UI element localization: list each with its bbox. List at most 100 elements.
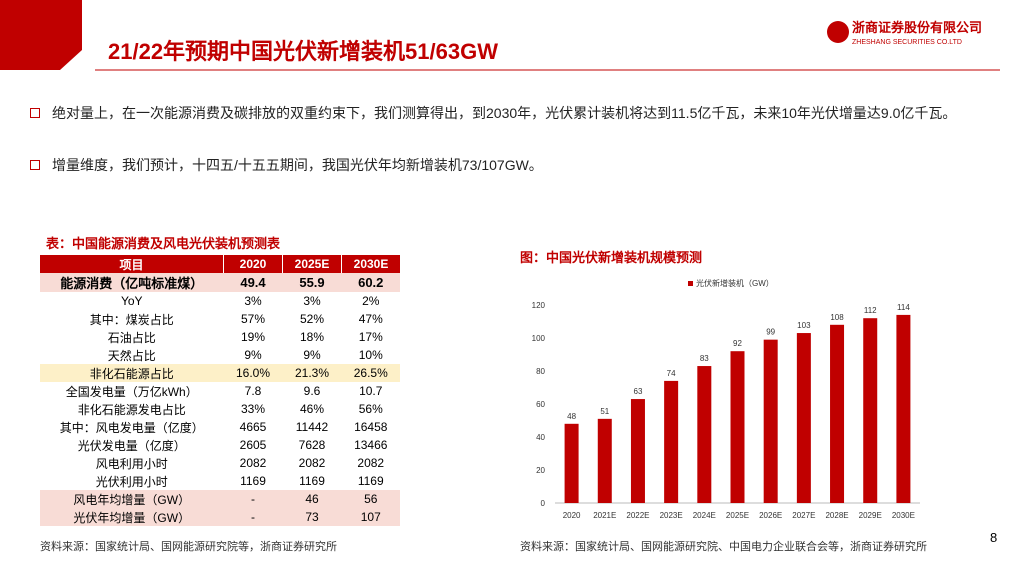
x-tick-label: 2027E bbox=[792, 511, 815, 520]
table-title: 表：中国能源消费及风电光伏装机预测表 bbox=[46, 236, 281, 251]
table-cell: 16458 bbox=[354, 420, 388, 434]
table-cell: 2082 bbox=[239, 456, 267, 470]
table-cell: 9% bbox=[244, 348, 262, 362]
logo-en: ZHESHANG SECURITIES CO.LTD bbox=[852, 39, 962, 46]
table-cell: 1169 bbox=[299, 474, 325, 488]
bar bbox=[730, 351, 745, 503]
table-cell: 19% bbox=[240, 330, 266, 344]
table-cell: 能源消费（亿吨标准煤） bbox=[60, 276, 204, 291]
bar bbox=[763, 339, 778, 503]
table-row: 全国发电量（万亿kWh） 7.8 9.6 10.7 bbox=[40, 382, 400, 400]
bar bbox=[630, 399, 645, 503]
table-cell: 107 bbox=[360, 510, 381, 524]
bar bbox=[830, 324, 845, 503]
table-cell: 73 bbox=[305, 510, 319, 524]
table-cell: 10.7 bbox=[359, 384, 383, 398]
bullet-text: 增量维度，我们预计，十四五/十五五期间，我国光伏年均新增装机73/107GW。 bbox=[52, 157, 543, 173]
table-row: 风电年均增量（GW） - 46 56 bbox=[40, 490, 400, 508]
table-cell: 风电年均增量（GW） bbox=[73, 492, 191, 507]
table-cell: 11442 bbox=[295, 420, 329, 434]
y-tick-label: 80 bbox=[536, 367, 545, 376]
x-tick-label: 2023E bbox=[660, 511, 683, 520]
table-cell: 天然占比 bbox=[107, 348, 156, 363]
table-cell: 3% bbox=[244, 294, 262, 308]
bullet: 绝对量上，在一次能源消费及碳排放的双重约束下，我们测算得出，到2030年，光伏累… bbox=[30, 103, 1010, 123]
legend-label: 光伏新增装机（GW） bbox=[696, 278, 774, 288]
table-cell: 56 bbox=[364, 492, 378, 506]
table-cell: 10% bbox=[358, 348, 383, 362]
y-tick-label: 120 bbox=[532, 301, 546, 310]
source: 资料来源：国家统计局、国网能源研究院、中国电力企业联合会等，浙商证券研究所 bbox=[520, 541, 927, 553]
table-cell: 2605 bbox=[239, 438, 267, 452]
table-cell: 18% bbox=[299, 330, 325, 344]
table-cell: 16.0% bbox=[235, 366, 271, 380]
table-cell: 石油占比 bbox=[107, 330, 156, 345]
bar bbox=[796, 333, 811, 503]
table-cell: 2082 bbox=[357, 456, 385, 470]
data-label: 114 bbox=[897, 303, 910, 312]
table-cell: - bbox=[251, 510, 255, 524]
bar bbox=[597, 418, 612, 503]
table-cell: 56% bbox=[358, 402, 383, 416]
data-label: 99 bbox=[766, 328, 775, 337]
data-label: 83 bbox=[700, 354, 709, 363]
header-cell: 2025E bbox=[282, 255, 342, 273]
table-row: 非化石能源发电占比 33% 46% 56% bbox=[40, 400, 400, 418]
y-tick-label: 60 bbox=[536, 400, 545, 409]
bar bbox=[664, 380, 679, 503]
table-cell: 9% bbox=[303, 348, 321, 362]
table-row: 石油占比 19% 18% 17% bbox=[40, 328, 400, 346]
x-tick-label: 2025E bbox=[726, 511, 749, 520]
bar bbox=[863, 318, 878, 503]
table-cell: YoY bbox=[120, 294, 143, 308]
header-cell: 项目 bbox=[119, 257, 144, 272]
table-cell: 26.5% bbox=[353, 366, 388, 380]
x-tick-label: 2024E bbox=[693, 511, 716, 520]
table-row: 光伏年均增量（GW） - 73 107 bbox=[40, 508, 400, 526]
table-cell: 其中：风电发电量（亿度） bbox=[59, 420, 204, 435]
header-decor: 浙商证券股份有限公司 ZHESHANG SECURITIES CO.LTD bbox=[0, 0, 1000, 71]
table-cell: 9.6 bbox=[303, 384, 321, 398]
data-label: 92 bbox=[733, 339, 742, 348]
table-cell: 46 bbox=[305, 492, 319, 506]
table-row: YoY 3% 3% 2% bbox=[40, 292, 400, 310]
table-cell: 33% bbox=[240, 402, 266, 416]
table-header: 项目 2020 2025E 2030E bbox=[40, 255, 400, 273]
table: 项目 2020 2025E 2030E 能源消费（亿吨标准煤） 49.4 55.9 60.2 Y… bbox=[40, 255, 400, 526]
table-cell: 非化石能源发电占比 bbox=[77, 402, 186, 417]
page-number: 8 bbox=[990, 530, 998, 545]
table-row: 天然占比 9% 9% 10% bbox=[40, 346, 400, 364]
data-label: 108 bbox=[830, 313, 844, 322]
table-cell: 52% bbox=[299, 312, 325, 326]
data-label: 74 bbox=[667, 369, 676, 378]
table-cell: - bbox=[251, 492, 255, 506]
data-label: 63 bbox=[634, 387, 643, 396]
bar bbox=[896, 314, 911, 503]
source: 资料来源：国家统计局、国网能源研究院等，浙商证券研究所 bbox=[40, 541, 337, 553]
bullet-text: 绝对量上，在一次能源消费及碳排放的双重约束下，我们测算得出，到2030年，光伏累… bbox=[52, 105, 957, 121]
table-cell: 2% bbox=[362, 294, 380, 308]
chart-title: 图：中国光伏新增装机规模预测 bbox=[520, 250, 703, 265]
x-tick-label: 2030E bbox=[892, 511, 915, 520]
slide-title: 21/22年预期中国光伏新增装机51/63GW bbox=[108, 39, 498, 64]
y-tick-label: 20 bbox=[536, 466, 545, 475]
table-cell: 47% bbox=[358, 312, 383, 326]
logo-cn: 浙商证券股份有限公司 bbox=[852, 20, 982, 35]
table-cell: 4665 bbox=[239, 420, 267, 434]
x-tick-label: 2028E bbox=[825, 511, 848, 520]
table-cell: 非化石能源占比 bbox=[89, 366, 174, 381]
table-row: 光伏发电量（亿度） 2605 7628 13466 bbox=[40, 436, 400, 454]
y-tick-label: 40 bbox=[536, 433, 545, 442]
legend-swatch bbox=[688, 281, 693, 286]
bar bbox=[564, 423, 579, 503]
header-cell: 2030E bbox=[341, 255, 400, 273]
table-cell: 2082 bbox=[298, 456, 326, 470]
x-tick-label: 2022E bbox=[626, 511, 649, 520]
table-cell: 3% bbox=[303, 294, 321, 308]
bullet: 增量维度，我们预计，十四五/十五五期间，我国光伏年均新增装机73/107GW。 bbox=[30, 155, 1010, 175]
table-cell: 17% bbox=[358, 330, 383, 344]
y-tick-label: 100 bbox=[532, 334, 546, 343]
x-tick-label: 2021E bbox=[593, 511, 616, 520]
table-cell: 光伏年均增量（GW） bbox=[73, 510, 191, 525]
table-row: 其中：风电发电量（亿度） 4665 11442 16458 bbox=[40, 418, 400, 436]
